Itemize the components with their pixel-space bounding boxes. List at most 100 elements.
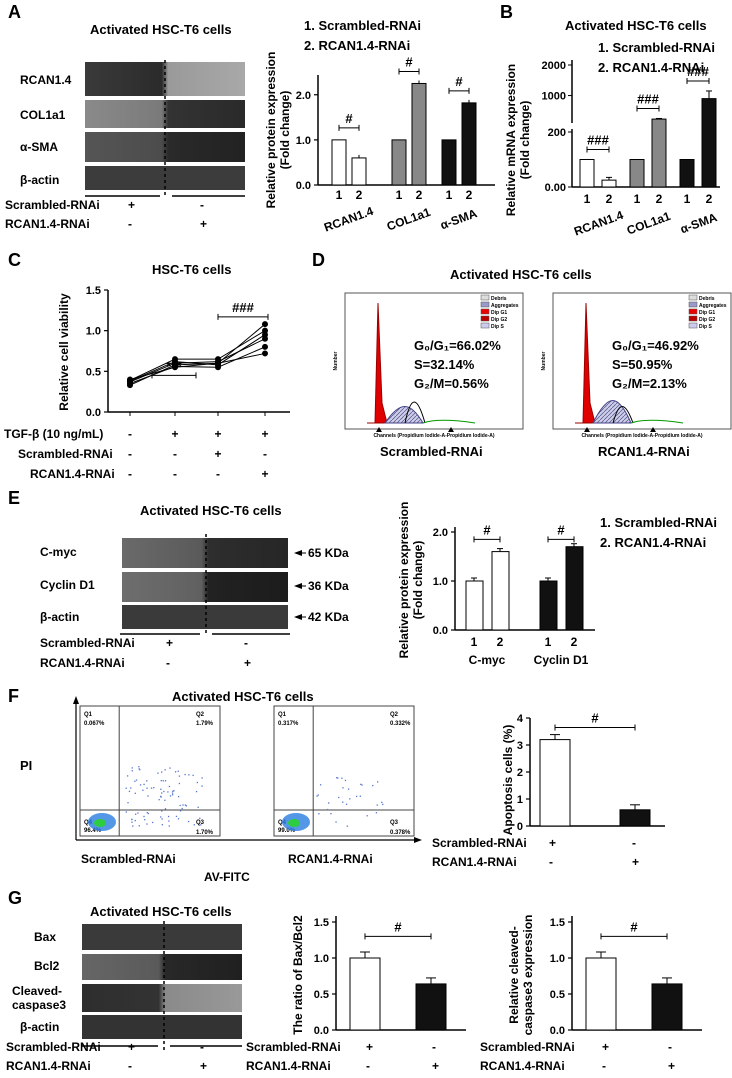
dot (162, 780, 164, 782)
dot (372, 784, 374, 787)
legend-text: Dip G2 (699, 317, 715, 323)
dot (200, 824, 202, 826)
dot (132, 825, 134, 827)
row-label: RCAN1.4-RNAi (480, 1059, 565, 1073)
dot (169, 795, 172, 797)
y-tick-label: 1000 (542, 91, 566, 103)
legend-swatch (480, 315, 490, 322)
y-axis-label: Relative mRNA expression (504, 64, 518, 216)
sign: - (602, 1059, 606, 1073)
g2-peak (612, 406, 634, 424)
data-point (215, 360, 221, 367)
dot (197, 806, 199, 808)
dot (341, 777, 343, 779)
legend-2: 2. RCAN1.4-RNAi (600, 535, 707, 550)
row-label: Scrambled-RNAi (5, 198, 100, 212)
row-label: Scrambled-RNAi (432, 836, 527, 850)
blot-band (82, 984, 242, 1012)
axis-label: Channels (Propidium Iodide-A-Propidium I… (373, 433, 494, 439)
blot-label: RCAN1.4 (20, 73, 72, 87)
series-line (129, 334, 266, 382)
bar (441, 139, 457, 186)
y-tick-label: 0.5 (550, 989, 565, 1001)
legend-text: Dip G2 (491, 317, 507, 323)
dot (125, 811, 127, 813)
sig-mark: # (557, 522, 565, 537)
quadrant-name: Q3 (196, 820, 205, 826)
blot-band (82, 924, 242, 950)
dot (160, 779, 162, 782)
dot (171, 794, 174, 796)
legend-text: Debris (699, 296, 715, 302)
dot (147, 812, 150, 815)
y-axis-label: The ratio of Bax/Bcl2 (291, 915, 305, 1035)
dot (168, 825, 170, 827)
axis-arrow (73, 696, 79, 704)
phase-value: S=32.14% (414, 357, 475, 372)
dot (139, 784, 142, 786)
bar-index-label: 1 (684, 192, 691, 206)
y-axis-label: (Fold change) (278, 91, 292, 170)
marker (448, 427, 454, 432)
quadrant-name: Q1 (278, 712, 287, 718)
sign: - (128, 217, 132, 231)
row-label: RCAN1.4-RNAi (246, 1059, 331, 1073)
bar-index-label: 1 (584, 192, 591, 206)
quadrant-value: 96.4% (84, 828, 102, 834)
dot (199, 817, 201, 819)
legend-text: Dip G1 (699, 310, 715, 316)
dot (366, 815, 368, 817)
dot (201, 785, 203, 787)
blot-label: Bcl2 (34, 959, 60, 973)
row-label: Scrambled-RNAi (6, 1040, 101, 1054)
panel-c-title: HSC-T6 cells (152, 262, 232, 277)
dot (134, 780, 136, 782)
legend-swatch (688, 315, 698, 322)
dot (138, 768, 140, 770)
sign: - (216, 467, 220, 481)
panel-letter-d: D (312, 250, 325, 270)
data-point (172, 356, 178, 363)
dot (174, 771, 177, 773)
y-tick-label: 0.00 (545, 182, 566, 194)
bar (651, 983, 683, 1031)
dot (142, 789, 144, 791)
y-tick-label: 3 (517, 740, 523, 752)
data-point (127, 376, 133, 383)
y-axis-label: (Fold change) (518, 101, 532, 180)
panel-e-title: Activated HSC-T6 cells (140, 503, 282, 518)
y-tick-label: 1.0 (296, 135, 311, 147)
sign: + (200, 217, 208, 231)
bar (679, 159, 695, 188)
sign: - (173, 447, 177, 461)
panel-f-title: Activated HSC-T6 cells (172, 689, 314, 704)
dot (184, 804, 187, 806)
dot (178, 782, 181, 785)
dot (139, 769, 141, 771)
dot (168, 820, 170, 822)
sign: - (166, 656, 170, 670)
y-tick-label: 2 (517, 767, 523, 779)
dot (185, 805, 188, 807)
bar (349, 957, 381, 1031)
legend-text: Aggregates (491, 303, 519, 309)
dot (131, 767, 133, 769)
sign: + (602, 1040, 610, 1054)
data-point (262, 321, 268, 328)
sign: - (200, 1040, 204, 1054)
group-label: Cyclin D1 (534, 653, 589, 667)
y-axis-label: (Fold change) (411, 541, 425, 620)
dot (181, 807, 183, 810)
group-label: C-myc (469, 653, 506, 667)
sign: - (200, 198, 204, 212)
debris (422, 419, 476, 424)
quadrant-value: 0.332% (390, 721, 411, 727)
y-tick-label: 2.0 (296, 90, 311, 102)
blot-band (122, 605, 288, 629)
panel-letter-c: C (8, 250, 21, 270)
blot-label: α-SMA (20, 140, 59, 154)
